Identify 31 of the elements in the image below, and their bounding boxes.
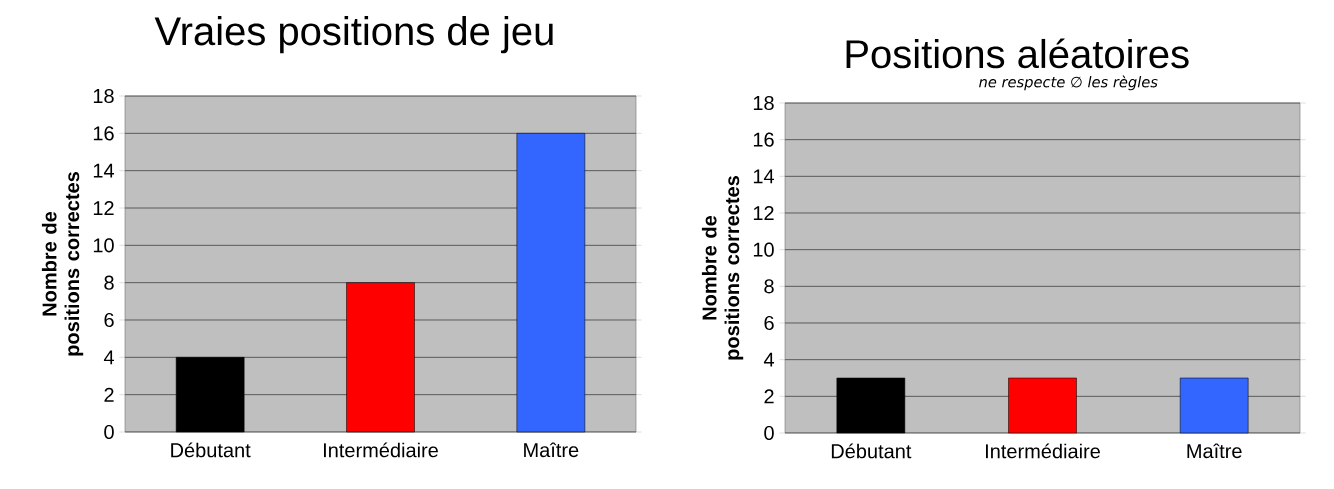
y-tick-label: 4: [103, 350, 115, 365]
y-tick-label: 10: [753, 242, 774, 257]
x-tick-label: Débutant: [831, 443, 912, 459]
y-axis-title: Nombre de positions correctes: [41, 172, 84, 356]
y-tick-label: 16: [753, 132, 774, 147]
x-tick-label: Maître: [524, 442, 579, 458]
y-tick-label: 14: [93, 163, 115, 178]
x-tick-label: Débutant: [171, 442, 251, 458]
y-tick-label: 14: [753, 169, 775, 184]
y-tick-label: 2: [104, 387, 114, 402]
y-tick-label: 12: [93, 201, 114, 215]
y-tick-label: 10: [93, 238, 114, 253]
y-tick-label: 18: [753, 95, 774, 111]
y-tick-label: 4: [763, 352, 775, 367]
y-tick-label: 0: [104, 424, 114, 440]
y-axis-title: Nombre de positions correctes: [701, 176, 744, 360]
y-tick-label: 8: [764, 279, 774, 294]
x-tick-label: Intermédiaire: [985, 443, 1100, 459]
x-tick-label: Maître: [1187, 443, 1242, 459]
y-tick-label: 8: [104, 275, 114, 290]
y-tick-label: 12: [753, 206, 774, 220]
text: ne respecte ∅ les règles: [979, 75, 1158, 91]
x-tick-label: Intermédiaire: [323, 442, 438, 458]
y-tick-label: 2: [764, 389, 774, 404]
y-tick-label: 16: [93, 126, 114, 141]
chart-title: Positions aléatoires: [846, 38, 1189, 69]
chart-title: Vraies positions de jeu: [154, 16, 553, 54]
y-tick-label: 6: [764, 315, 774, 331]
y-tick-label: 6: [104, 312, 114, 328]
y-tick-label: 18: [93, 88, 114, 104]
y-tick-label: 0: [764, 425, 774, 441]
